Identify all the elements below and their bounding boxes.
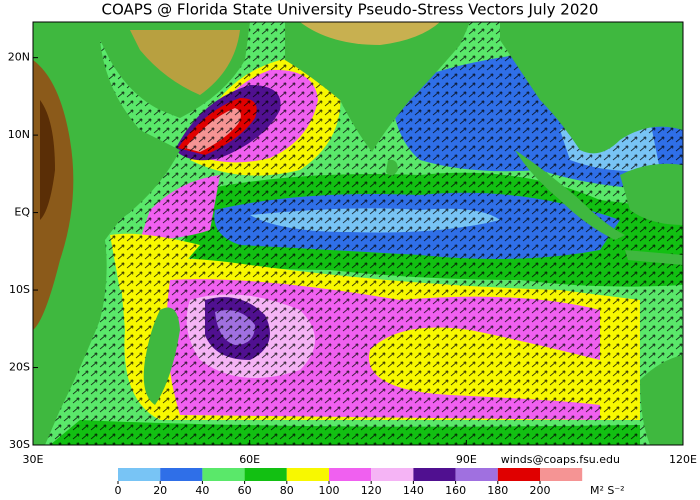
land bbox=[33, 22, 250, 445]
land bbox=[143, 307, 180, 405]
colorbar-tick-label: 40 bbox=[195, 484, 209, 497]
land bbox=[620, 163, 683, 225]
land bbox=[386, 159, 398, 176]
colorbar-swatch bbox=[455, 468, 498, 481]
lat-tick-label: 20S bbox=[9, 361, 30, 374]
colorbar-swatch bbox=[497, 468, 540, 481]
colorbar-unit: M² S⁻² bbox=[590, 484, 625, 497]
lat-tick-label: 20N bbox=[8, 51, 30, 64]
land-relief bbox=[130, 30, 240, 95]
colorbar-tick-label: 0 bbox=[115, 484, 122, 497]
colorbar-swatch bbox=[371, 468, 414, 481]
land bbox=[500, 22, 683, 154]
lat-tick-label: 10N bbox=[8, 128, 30, 141]
colorbar-tick-label: 100 bbox=[319, 484, 340, 497]
land-relief bbox=[300, 22, 440, 45]
colorbar-tick-label: 140 bbox=[403, 484, 424, 497]
land-relief bbox=[40, 100, 55, 220]
land bbox=[515, 150, 625, 240]
colorbar-tick-label: 80 bbox=[280, 484, 294, 497]
land bbox=[640, 355, 683, 445]
land bbox=[625, 250, 683, 265]
colorbar-tick-label: 60 bbox=[238, 484, 252, 497]
lon-tick-label: 60E bbox=[239, 453, 260, 466]
land bbox=[285, 22, 470, 152]
lon-tick-label: 30E bbox=[23, 453, 44, 466]
lat-tick-label: 10S bbox=[9, 283, 30, 296]
colorbar-swatch bbox=[244, 468, 287, 481]
colorbar-swatch bbox=[540, 468, 583, 481]
lon-tick-label: 90E bbox=[456, 453, 477, 466]
map bbox=[33, 22, 683, 445]
lat-tick-label: 30S bbox=[9, 438, 30, 451]
colorbar-tick-label: 160 bbox=[445, 484, 466, 497]
colorbar-swatch bbox=[413, 468, 456, 481]
colorbar-tick-label: 120 bbox=[361, 484, 382, 497]
colorbar-tick-label: 20 bbox=[153, 484, 167, 497]
lon-tick-label: 120E bbox=[669, 453, 697, 466]
credit: winds@coaps.fsu.edu bbox=[501, 453, 620, 466]
colorbar-swatch bbox=[286, 468, 329, 481]
colorbar-swatch bbox=[329, 468, 372, 481]
colorbar-tick-label: 180 bbox=[487, 484, 508, 497]
colorbar-tick-label: 200 bbox=[530, 484, 551, 497]
colorbar-swatch bbox=[202, 468, 245, 481]
colorbar-swatch bbox=[118, 468, 161, 481]
lat-tick-label: EQ bbox=[14, 206, 30, 219]
colorbar-swatch bbox=[160, 468, 203, 481]
map-frame bbox=[32, 21, 684, 446]
title: COAPS @ Florida State University Pseudo-… bbox=[102, 1, 599, 19]
